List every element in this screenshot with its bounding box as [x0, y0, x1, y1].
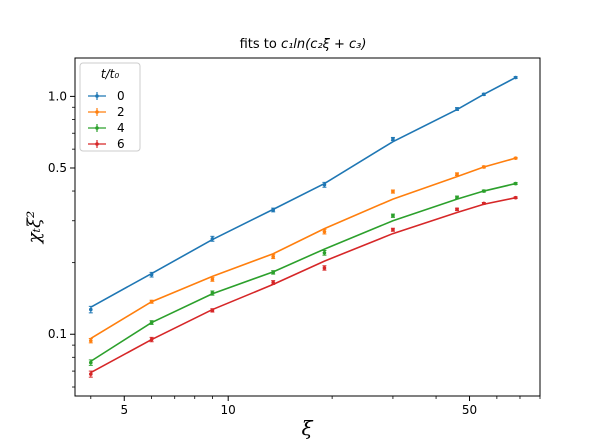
y-tick-label: 0.5: [48, 161, 67, 175]
data-point: [88, 360, 93, 365]
legend-entry: 4: [88, 121, 125, 135]
legend-swatch-marker: [95, 110, 99, 114]
legend-label: 0: [117, 89, 125, 103]
legend-entry: 0: [88, 89, 125, 103]
legend-entry: 6: [88, 137, 125, 151]
fit-line: [90, 182, 516, 362]
data-point: [391, 213, 395, 218]
x-tick-label: 5: [120, 403, 128, 417]
y-axis-label: χₜξ²: [24, 211, 45, 245]
legend-swatch-marker: [95, 142, 99, 146]
data-point: [210, 308, 215, 313]
legend-title: t/t₀: [101, 67, 119, 81]
data-point: [88, 307, 93, 312]
data-point: [513, 181, 518, 186]
data-point: [149, 337, 154, 342]
data-point: [482, 201, 486, 206]
data-point: [482, 165, 486, 169]
x-tick-label: 10: [221, 403, 236, 417]
fit-line: [90, 157, 516, 340]
chart-title: fits to c₁ln(c₂ξ + c₃): [240, 37, 367, 52]
data-point: [271, 270, 275, 275]
data-point: [455, 195, 459, 200]
legend-label: 2: [117, 105, 125, 119]
data-point: [513, 156, 518, 160]
series-0: [88, 75, 518, 314]
data-point: [210, 236, 215, 241]
data-point: [210, 277, 215, 282]
legend: t/t₀ 0 2 4 6: [79, 62, 141, 152]
legend-box: [79, 62, 141, 152]
data-point: [271, 208, 275, 212]
y-tick-label: 0.1: [48, 327, 67, 341]
data-point: [322, 266, 327, 270]
data-point: [391, 189, 395, 194]
data-point: [455, 207, 459, 212]
series-6: [88, 195, 518, 378]
legend-entry: 2: [88, 105, 125, 119]
data-point: [513, 75, 518, 80]
legend-entries: 0 2 4 6: [88, 89, 125, 151]
data-point: [149, 320, 154, 325]
data-point: [391, 137, 395, 141]
fit-line: [90, 196, 516, 374]
legend-swatch-marker: [95, 94, 99, 98]
data-point: [513, 195, 518, 200]
series-4: [88, 181, 518, 366]
data-point: [482, 92, 486, 97]
legend-label: 6: [117, 137, 125, 151]
data-point: [210, 291, 215, 295]
y-axis-ticks: 0.1 0.5 1.0: [48, 89, 75, 388]
data-point: [455, 107, 459, 111]
x-axis-ticks: 5 10 50: [90, 396, 541, 417]
data-point: [149, 272, 154, 277]
data-point: [149, 299, 154, 304]
data-point: [88, 338, 93, 343]
chart-title-prefix: fits to: [240, 37, 281, 52]
x-axis-label: ξ: [301, 416, 313, 440]
legend-label: 4: [117, 121, 125, 135]
data-point: [271, 280, 275, 285]
data-point: [271, 254, 275, 259]
legend-swatch-marker: [95, 126, 99, 130]
series-2: [88, 156, 518, 344]
data-point: [482, 189, 486, 193]
data-point: [322, 250, 327, 255]
plot-area: [88, 75, 518, 378]
data-point: [391, 227, 395, 232]
data-point: [322, 182, 327, 187]
data-point: [322, 229, 327, 234]
data-point: [455, 172, 459, 176]
y-tick-label: 1.0: [48, 89, 67, 103]
x-tick-label: 50: [462, 403, 477, 417]
axes-frame: [74, 57, 541, 397]
data-point: [88, 372, 93, 376]
chart-title-math: c₁ln(c₂ξ + c₃): [281, 37, 366, 52]
